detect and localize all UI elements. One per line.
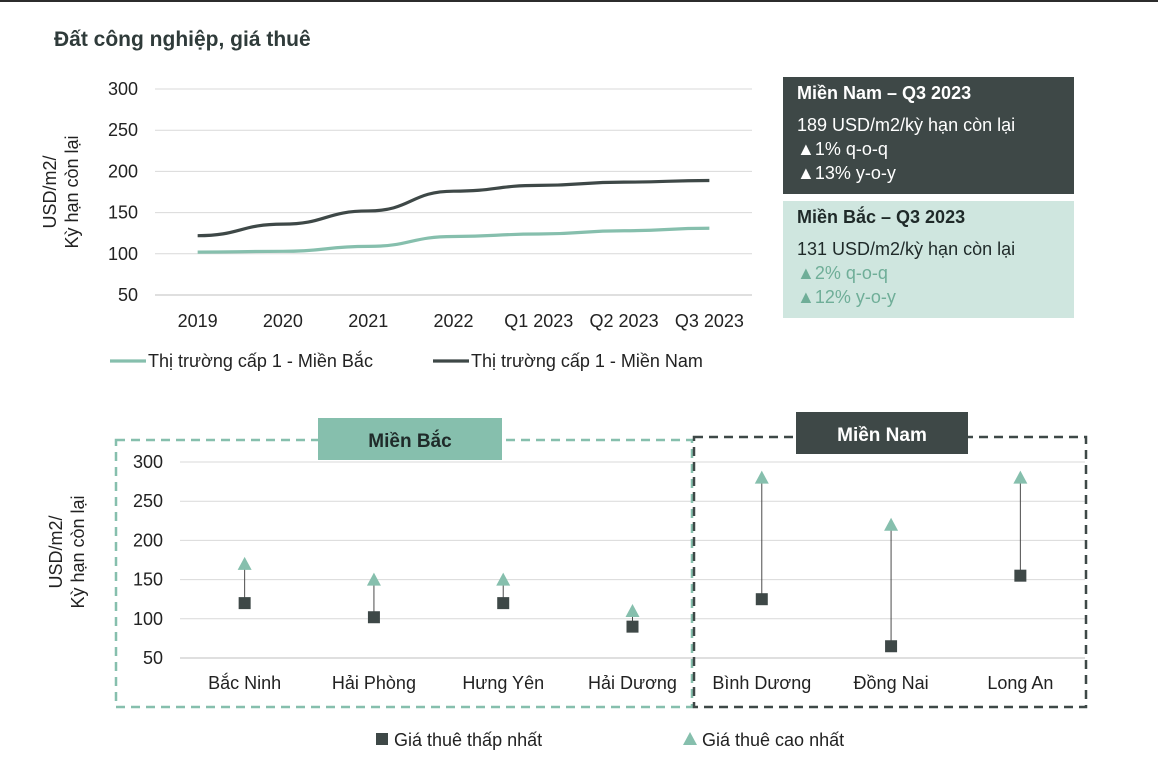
- line-ylabel-2: Kỳ hạn còn lại: [62, 135, 82, 248]
- range-xtick-label: Hưng Yên: [462, 673, 544, 693]
- group-label-north: Miền Bắc: [368, 430, 452, 452]
- line-xtick-label: 2021: [348, 311, 388, 331]
- range-marker-low: [885, 640, 898, 653]
- line-xtick-label: Q3 2023: [675, 311, 744, 331]
- range-xtick-label: Đồng Nai: [854, 673, 929, 693]
- summary-south-heading: Miền Nam – Q3 2023: [797, 83, 972, 103]
- top-rule: [0, 0, 1158, 2]
- range-ytick-label: 150: [133, 570, 163, 590]
- summary-north-yoy: ▲12% y-o-y: [797, 287, 896, 307]
- range-ytick-label: 50: [143, 648, 163, 668]
- group-frame-north: [114, 438, 694, 709]
- range-marker-low: [367, 611, 380, 624]
- range-marker-low: [1014, 569, 1027, 582]
- summary-box-north: Miền Bắc – Q3 2023 131 USD/m2/kỳ hạn còn…: [783, 201, 1074, 318]
- range-marker-low: [755, 593, 768, 606]
- range-ylabel-2: Kỳ hạn còn lại: [68, 495, 88, 608]
- range-ytick-label: 250: [133, 491, 163, 511]
- range-xtick-label: Hải Phòng: [332, 673, 416, 693]
- page-title: Đất công nghiệp, giá thuê: [54, 28, 311, 51]
- range-marker-high: [496, 572, 511, 586]
- line-ytick-label: 250: [108, 120, 138, 140]
- range-xtick-label: Long An: [987, 673, 1053, 693]
- line-ytick-label: 50: [118, 285, 138, 305]
- line-series-north: [197, 226, 710, 254]
- line-ytick-label: 300: [108, 79, 138, 99]
- line-xtick-label: 2019: [178, 311, 218, 331]
- range-ytick-label: 100: [133, 609, 163, 629]
- line-ytick-label: 100: [108, 244, 138, 264]
- range-ytick-label: 300: [133, 452, 163, 472]
- summary-north-price: 131 USD/m2/kỳ hạn còn lại: [797, 239, 1016, 259]
- summary-north-heading: Miền Bắc – Q3 2023: [797, 207, 966, 227]
- group-label-south: Miền Nam: [837, 425, 927, 446]
- summary-south-price: 189 USD/m2/kỳ hạn còn lại: [797, 115, 1016, 135]
- range-legend-label-high: Giá thuê cao nhất: [702, 730, 844, 750]
- range-ytick-label: 200: [133, 530, 163, 550]
- summary-box-south: Miền Nam – Q3 2023 189 USD/m2/kỳ hạn còn…: [783, 77, 1074, 194]
- group-label-bg-south: [796, 412, 968, 454]
- range-legend-label-low: Giá thuê thấp nhất: [394, 730, 542, 750]
- range-xtick-label: Bình Dương: [712, 673, 811, 693]
- range-marker-high: [754, 470, 769, 484]
- line-ytick-label: 150: [108, 203, 138, 223]
- summary-south-yoy: ▲13% y-o-y: [797, 163, 896, 183]
- range-marker-high: [366, 572, 381, 586]
- range-xtick-label: Bắc Ninh: [208, 672, 281, 693]
- range-marker-high: [237, 556, 252, 570]
- range-ylabel-1: USD/m2/: [46, 515, 66, 588]
- summary-south-qoq: ▲1% q-o-q: [797, 139, 888, 159]
- range-legend-swatch-high: [683, 732, 697, 745]
- line-legend-label: Thị trường cấp 1 - Miền Nam: [471, 351, 703, 371]
- range-marker-high: [884, 517, 899, 531]
- summary-north-qoq: ▲2% q-o-q: [797, 263, 888, 283]
- range-marker-low: [497, 597, 510, 610]
- range-marker-low: [626, 620, 639, 633]
- line-xtick-label: Q2 2023: [590, 311, 659, 331]
- range-marker-high: [625, 603, 640, 617]
- range-marker-low: [238, 597, 251, 610]
- line-xtick-label: 2020: [263, 311, 303, 331]
- group-label-bg-north: [318, 418, 502, 460]
- range-legend-swatch-low: [376, 733, 388, 745]
- line-ytick-label: 200: [108, 161, 138, 181]
- range-xtick-label: Hải Dương: [588, 673, 677, 693]
- line-series-south: [197, 178, 710, 238]
- line-xtick-label: Q1 2023: [504, 311, 573, 331]
- line-ylabel-1: USD/m2/: [40, 155, 60, 228]
- line-legend-label: Thị trường cấp 1 - Miền Bắc: [148, 350, 373, 371]
- range-marker-high: [1013, 470, 1028, 484]
- line-xtick-label: 2022: [433, 311, 473, 331]
- group-frame-south: [692, 435, 1088, 709]
